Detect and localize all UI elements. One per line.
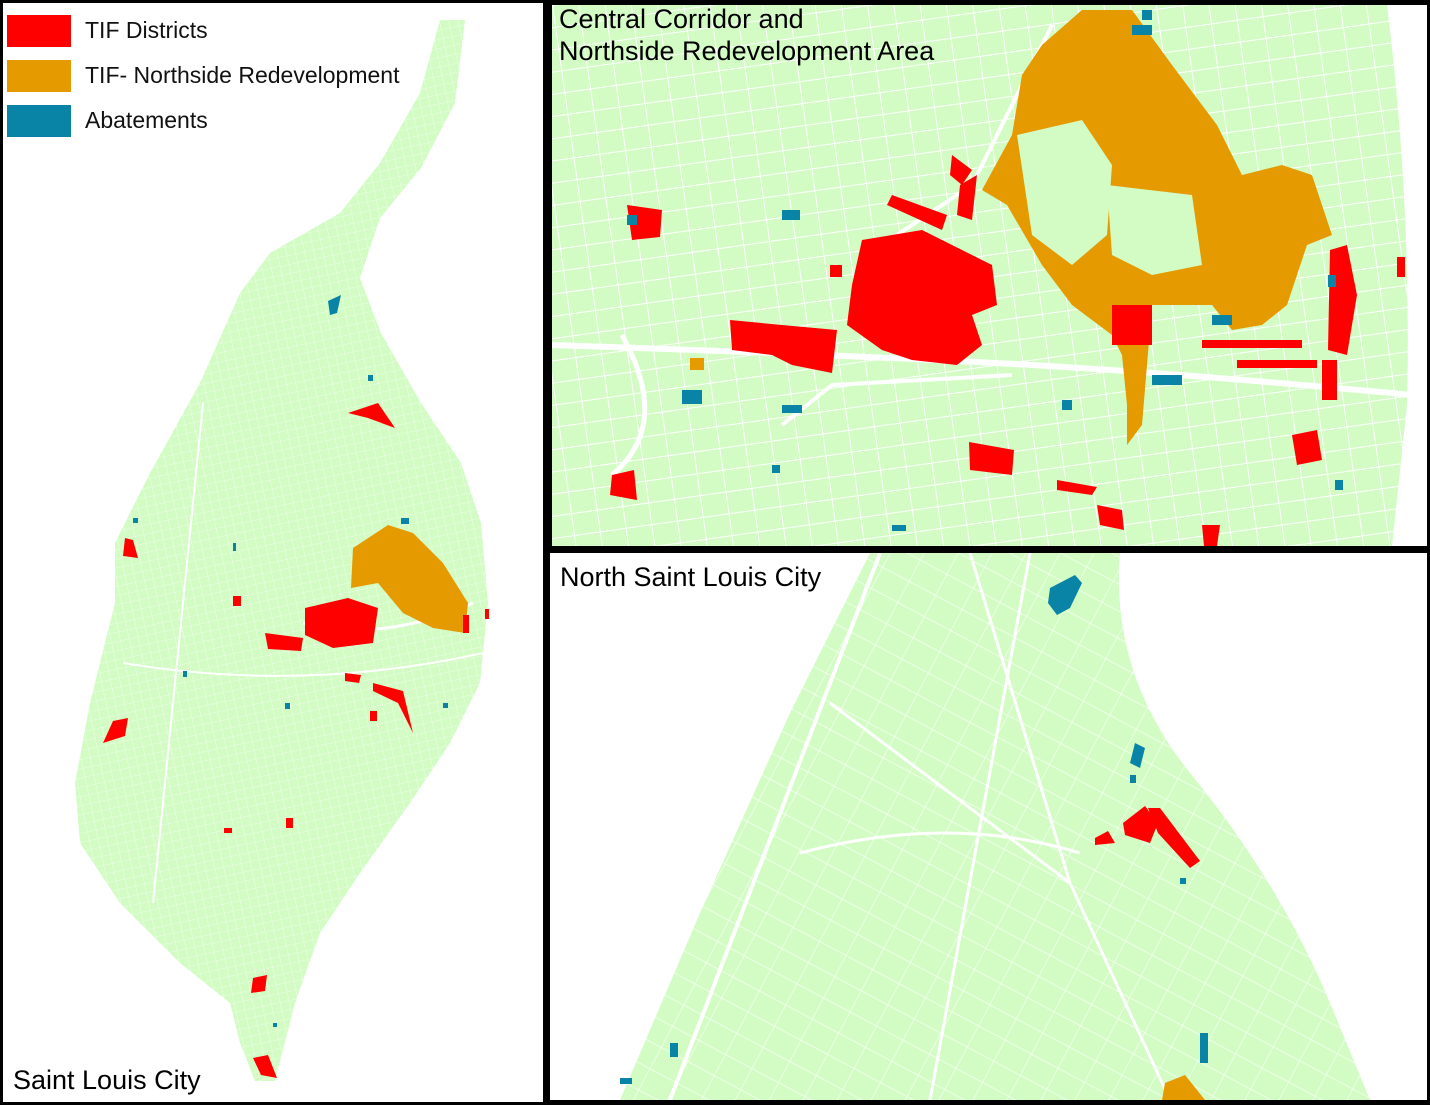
legend-item-northside: TIF- Northside Redevelopment xyxy=(7,53,399,98)
tif-districts xyxy=(1095,806,1200,868)
green-space xyxy=(1017,120,1202,275)
north-saint-louis-panel: North Saint Louis City xyxy=(550,553,1427,1100)
legend-item-abatements: Abatements xyxy=(7,98,399,143)
legend-swatch-orange xyxy=(7,59,71,92)
saint-louis-city-panel: TIF Districts TIF- Northside Redevelopme… xyxy=(3,3,543,1102)
northside-redevelopment-area xyxy=(1162,1075,1205,1100)
abatements xyxy=(133,295,448,1027)
legend-label: TIF- Northside Redevelopment xyxy=(85,62,400,88)
central-corridor-map xyxy=(552,5,1413,546)
abatements xyxy=(627,10,1343,531)
legend-label: Abatements xyxy=(85,107,208,133)
abatements xyxy=(620,575,1208,1084)
tif-districts xyxy=(610,155,1405,546)
northside-redevelopment-area xyxy=(351,525,468,633)
city-map xyxy=(75,20,489,1081)
legend: TIF Districts TIF- Northside Redevelopme… xyxy=(7,8,399,143)
legend-swatch-red xyxy=(7,14,71,47)
tif-districts xyxy=(103,403,489,1078)
legend-swatch-blue xyxy=(7,104,71,137)
panel-title: Central Corridor and Northside Redevelop… xyxy=(559,5,934,67)
north-saint-louis-map xyxy=(620,553,1370,1100)
panel-title: Saint Louis City xyxy=(13,1065,201,1095)
panel-title-line-1: Central Corridor and xyxy=(559,5,804,34)
central-corridor-panel: Central Corridor and Northside Redevelop… xyxy=(552,5,1427,546)
city-boundary xyxy=(75,20,488,1081)
panel-title-line-2: Northside Redevelopment Area xyxy=(559,36,935,66)
legend-label: TIF Districts xyxy=(85,17,208,43)
legend-item-tif-districts: TIF Districts xyxy=(7,8,399,53)
panel-title: North Saint Louis City xyxy=(560,562,822,592)
